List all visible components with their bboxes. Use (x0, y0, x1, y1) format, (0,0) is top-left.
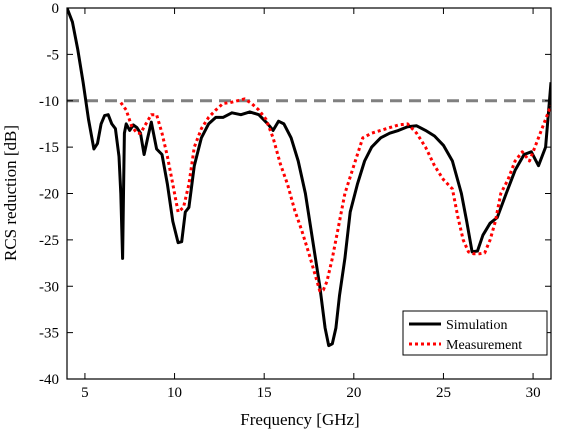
legend-label-simulation: Simulation (446, 318, 507, 333)
y-tick-label: -20 (39, 187, 59, 203)
y-tick-label: -25 (39, 233, 59, 249)
y-axis-title: RCS reduction [dB] (1, 125, 20, 261)
x-tick-label: 10 (167, 385, 182, 401)
legend: Simulation Measurement (402, 310, 548, 356)
y-tick-label: -10 (39, 94, 59, 110)
x-tick-label: 15 (257, 385, 272, 401)
legend-label-measurement: Measurement (446, 338, 522, 353)
legend-box (402, 310, 548, 356)
x-axis-title: Frequency [GHz] (240, 410, 359, 429)
axes: 5 10 15 20 25 30 0 -5 -10 -15 -20 -25 -30 -35 -40 (39, 1, 552, 401)
y-tick-label: -35 (39, 326, 59, 342)
x-tick-label: 25 (436, 385, 451, 401)
y-tick-label: -5 (47, 47, 60, 63)
x-tick-label: 5 (81, 385, 89, 401)
y-tick-label: -30 (39, 279, 59, 295)
y-tick-label: -15 (39, 140, 59, 156)
x-tick-label: 20 (346, 385, 361, 401)
y-tick-label: 0 (52, 1, 60, 17)
x-tick-label: 30 (526, 385, 541, 401)
series-line-measurement (119, 97, 551, 293)
series-line-simulation (67, 8, 551, 348)
plot-area (67, 8, 551, 348)
y-tick-label: -40 (39, 372, 59, 388)
